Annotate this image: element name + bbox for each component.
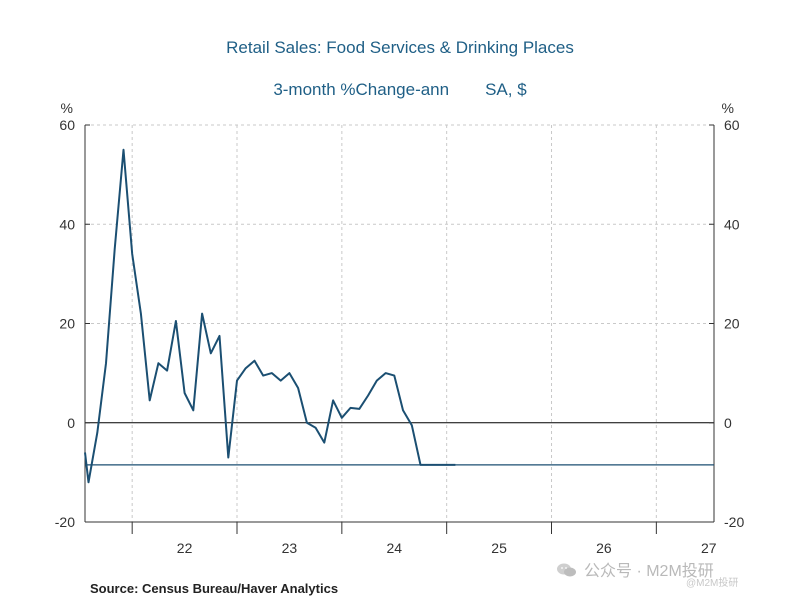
axes <box>84 124 715 534</box>
x-tick-label: 22 <box>177 540 193 556</box>
y-tick-label-left: 40 <box>59 216 75 232</box>
y-tick-label-right: 20 <box>724 316 740 332</box>
x-tick-label: 26 <box>596 540 612 556</box>
y-tick-label-left: 60 <box>59 117 75 133</box>
watermark-small: @M2M投研 <box>686 578 739 589</box>
series-line-main <box>84 148 456 484</box>
y-tick-label-right: 40 <box>724 216 740 232</box>
x-tick-label: 25 <box>491 540 507 556</box>
series-layer <box>84 148 714 484</box>
y-axis-unit-right: % <box>722 100 734 116</box>
y-tick-label-right: 0 <box>724 415 732 431</box>
chart-title: Retail Sales: Food Services & Drinking P… <box>226 38 574 57</box>
watermark-text: 公众号 · M2M投研 <box>584 563 714 580</box>
subtitle-units: SA, $ <box>485 80 527 99</box>
y-tick-label-right: 60 <box>724 117 740 133</box>
x-tick-label: 23 <box>282 540 298 556</box>
x-tick-label: 27 <box>701 540 717 556</box>
y-tick-label-right: -20 <box>724 514 744 530</box>
y-tick-label-left: 0 <box>67 415 75 431</box>
y-axis-unit-left: % <box>61 100 73 116</box>
y-tick-label-left: -20 <box>55 514 75 530</box>
x-tick-label: 24 <box>386 540 402 556</box>
tick-labels: -20 -20 0 0 20 20 40 40 60 60% % 22 23 24 25 26 27 <box>55 100 745 556</box>
wechat-icon <box>557 563 576 577</box>
watermark: 公众号 · M2M投研 <box>556 557 714 581</box>
subtitle-measure: 3-month %Change-ann <box>273 80 450 99</box>
grid <box>85 124 714 523</box>
chart-subtitle: 3-month %Change-ann SA, $ <box>0 80 800 100</box>
y-tick-label-left: 20 <box>59 316 75 332</box>
source-note: Source: Census Bureau/Haver Analytics <box>90 581 339 596</box>
